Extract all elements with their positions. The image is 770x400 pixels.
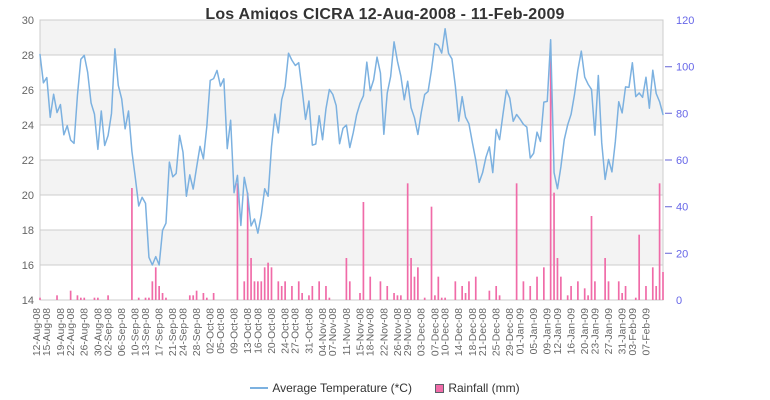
svg-text:02-Sep-08: 02-Sep-08 <box>103 308 114 356</box>
svg-text:25-Dec-08: 25-Dec-08 <box>492 308 503 356</box>
svg-text:11-Nov-08: 11-Nov-08 <box>342 308 353 356</box>
svg-text:05-Oct-08: 05-Oct-08 <box>216 308 227 354</box>
svg-text:20-Oct-08: 20-Oct-08 <box>267 308 278 354</box>
svg-text:80: 80 <box>676 108 688 120</box>
svg-text:12-Jan-09: 12-Jan-09 <box>553 308 564 355</box>
svg-text:21-Dec-08: 21-Dec-08 <box>478 308 489 356</box>
svg-text:120: 120 <box>676 15 694 27</box>
svg-text:14-Dec-08: 14-Dec-08 <box>454 308 465 356</box>
svg-text:05-Jan-09: 05-Jan-09 <box>529 308 540 355</box>
svg-text:06-Sep-08: 06-Sep-08 <box>117 308 128 356</box>
svg-text:28-Sep-08: 28-Sep-08 <box>192 308 203 356</box>
svg-text:18: 18 <box>22 225 34 237</box>
svg-text:40: 40 <box>676 202 688 214</box>
svg-text:60: 60 <box>676 155 688 167</box>
svg-text:07-Nov-08: 07-Nov-08 <box>328 308 339 356</box>
svg-text:27-Jan-09: 27-Jan-09 <box>604 308 615 355</box>
svg-text:29-Nov-08: 29-Nov-08 <box>403 308 414 356</box>
svg-text:20: 20 <box>22 190 34 202</box>
svg-text:26-Aug-08: 26-Aug-08 <box>80 308 91 356</box>
svg-text:18-Nov-08: 18-Nov-08 <box>366 308 377 356</box>
svg-text:16-Jan-09: 16-Jan-09 <box>566 308 577 355</box>
svg-text:09-Oct-08: 09-Oct-08 <box>229 308 240 354</box>
svg-text:31-Oct-08: 31-Oct-08 <box>304 308 315 354</box>
svg-text:28: 28 <box>22 50 34 62</box>
svg-text:15-Aug-08: 15-Aug-08 <box>42 308 53 356</box>
svg-text:10-Dec-08: 10-Dec-08 <box>441 308 452 356</box>
svg-text:22-Aug-08: 22-Aug-08 <box>66 308 77 356</box>
svg-text:16-Oct-08: 16-Oct-08 <box>253 308 264 354</box>
svg-text:03-Dec-08: 03-Dec-08 <box>417 308 428 356</box>
svg-text:24: 24 <box>22 120 34 132</box>
svg-text:22: 22 <box>22 155 34 167</box>
svg-text:23-Jan-09: 23-Jan-09 <box>590 308 601 355</box>
svg-text:22-Nov-08: 22-Nov-08 <box>379 308 390 356</box>
svg-text:16: 16 <box>22 260 34 272</box>
svg-text:100: 100 <box>676 62 694 74</box>
svg-text:20: 20 <box>676 248 688 260</box>
svg-text:24-Sep-08: 24-Sep-08 <box>178 308 189 356</box>
svg-text:26: 26 <box>22 85 34 97</box>
svg-text:17-Sep-08: 17-Sep-08 <box>155 308 166 356</box>
svg-text:13-Sep-08: 13-Sep-08 <box>141 308 152 356</box>
svg-text:01-Jan-09: 01-Jan-09 <box>515 308 526 355</box>
svg-text:07-Feb-09: 07-Feb-09 <box>641 308 652 356</box>
svg-text:0: 0 <box>676 295 682 307</box>
svg-text:30: 30 <box>22 15 34 27</box>
svg-text:14: 14 <box>22 295 34 307</box>
svg-text:27-Oct-08: 27-Oct-08 <box>291 308 302 354</box>
svg-text:03-Feb-09: 03-Feb-09 <box>628 308 639 356</box>
